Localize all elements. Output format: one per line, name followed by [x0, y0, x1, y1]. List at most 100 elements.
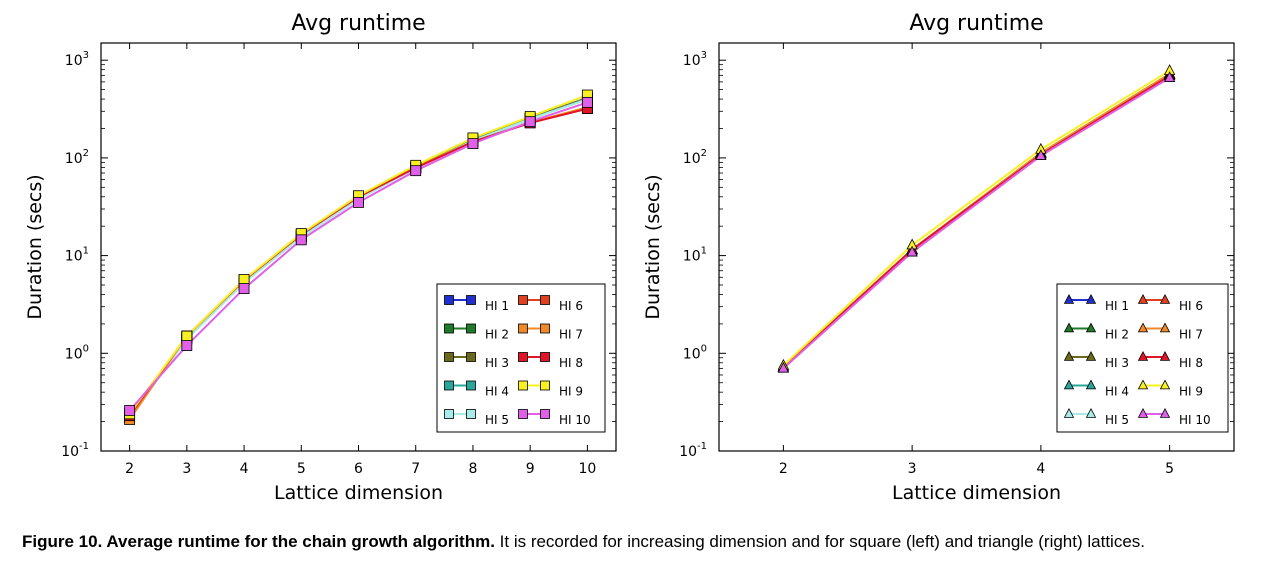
caption-text: It is recorded for increasing dimension …: [494, 532, 1146, 551]
legend-marker: [1063, 293, 1075, 304]
data-point: [581, 96, 593, 108]
legend-label: HI 9: [1179, 385, 1203, 399]
x-tick-label: 3: [182, 461, 191, 477]
legend-marker: [1063, 379, 1075, 390]
legend-marker: [1137, 407, 1149, 418]
legend-marker: [444, 352, 454, 362]
legend-label: HI 7: [1179, 328, 1203, 342]
y-tick-label: 103: [65, 50, 89, 69]
legend-marker: [444, 295, 454, 305]
legend-marker: [1063, 350, 1075, 361]
figure-charts: Avg runtime Lattice dimension Duration (se…: [24, 11, 1235, 504]
legend-marker: [1085, 407, 1097, 418]
legend-marker: [1063, 322, 1075, 333]
legend-marker: [1085, 379, 1097, 390]
x-tick-label: 4: [240, 461, 249, 477]
legend-marker: [540, 380, 550, 391]
x-tick-label: 5: [1165, 461, 1174, 477]
legend-marker: [1085, 322, 1097, 333]
x-tick-label: 8: [468, 461, 477, 477]
y-tick-label: 10-1: [679, 441, 707, 460]
y-tick-label: 100: [65, 343, 89, 362]
legend-label: HI 2: [485, 328, 509, 342]
data-point: [1163, 71, 1176, 82]
legend-label: HI 6: [1179, 299, 1203, 313]
legend-marker: [540, 352, 550, 362]
legend-marker: [518, 380, 528, 391]
x-tick-label: 6: [354, 461, 363, 477]
chart-title: Avg runtime: [291, 11, 425, 36]
y-tick-label: 102: [65, 148, 89, 167]
y-tick-label: 100: [683, 343, 707, 362]
x-axis-label: Lattice dimension: [274, 482, 443, 504]
y-axis-label: Duration (secs): [642, 174, 664, 319]
x-tick-label: 10: [578, 461, 596, 477]
legend-label: HI 3: [485, 356, 509, 370]
data-point: [353, 197, 364, 208]
legend-marker: [540, 295, 550, 305]
legend-marker: [466, 380, 476, 391]
legend-marker: [1159, 350, 1171, 361]
legend-label: HI 2: [1105, 328, 1129, 342]
data-point: [181, 340, 193, 351]
data-point: [238, 274, 250, 285]
series-line: [782, 75, 1171, 368]
legend-marker: [1137, 350, 1149, 361]
legend-label: HI 5: [485, 413, 509, 427]
legend-label: HI 10: [559, 413, 591, 427]
data-point: [410, 165, 422, 177]
legend-marker: [466, 295, 476, 305]
plot-frame: [718, 42, 1235, 452]
legend-marker: [1085, 293, 1097, 304]
y-tick-label: 10-1: [61, 441, 89, 460]
legend-label: HI 5: [1105, 413, 1129, 427]
data-point: [238, 283, 250, 294]
legend-marker: [518, 323, 528, 334]
legend-marker: [1159, 322, 1171, 333]
legend-marker: [466, 352, 476, 362]
x-tick-label: 9: [526, 461, 535, 477]
legend-marker: [1137, 322, 1149, 333]
legend-marker: [466, 323, 476, 334]
legend-marker: [444, 323, 454, 334]
legend-marker: [540, 409, 550, 419]
x-axis-label: Lattice dimension: [892, 482, 1061, 504]
y-axis-label: Duration (secs): [24, 174, 46, 319]
legend-label: HI 4: [485, 385, 509, 399]
legend-marker: [466, 409, 476, 419]
legend-label: HI 1: [1105, 299, 1129, 313]
legend-label: HI 3: [1105, 356, 1129, 370]
legend-marker: [1085, 350, 1097, 361]
figure-caption: Figure 10. Average runtime for the chain…: [22, 531, 1258, 552]
caption-label: Figure 10. Average runtime for the chain…: [22, 532, 495, 551]
chart-square-lattice: Avg runtime Lattice dimension Duration (se…: [24, 11, 617, 504]
legend-label: HI 8: [559, 356, 583, 370]
data-point: [906, 245, 918, 257]
x-tick-label: 7: [411, 461, 420, 477]
legend-marker: [1159, 379, 1171, 390]
chart-title: Avg runtime: [909, 11, 1043, 36]
legend-marker: [1159, 293, 1171, 304]
legend-label: HI 10: [1179, 413, 1211, 427]
x-tick-label: 3: [908, 461, 917, 477]
data-point: [524, 116, 536, 128]
legend-marker: [444, 409, 454, 419]
series-line: [782, 76, 1171, 370]
data-point: [124, 405, 136, 416]
legend-label: HI 9: [559, 385, 583, 399]
legend-marker: [1137, 293, 1149, 304]
data-point: [777, 361, 790, 373]
series-line: [782, 69, 1171, 367]
data-point: [181, 330, 193, 342]
y-tick-label: 102: [683, 148, 707, 167]
chart-triangle-lattice: Avg runtime Lattice dimension Duration (se…: [642, 11, 1235, 504]
legend-marker: [444, 380, 454, 391]
data-point: [467, 138, 479, 150]
legend-label: HI 6: [559, 299, 583, 313]
data-point: [1035, 149, 1047, 160]
legend-marker: [518, 295, 528, 305]
legend-marker: [1137, 379, 1149, 390]
legend-marker: [518, 352, 528, 362]
x-tick-label: 2: [125, 461, 134, 477]
y-tick-label: 101: [683, 246, 707, 265]
